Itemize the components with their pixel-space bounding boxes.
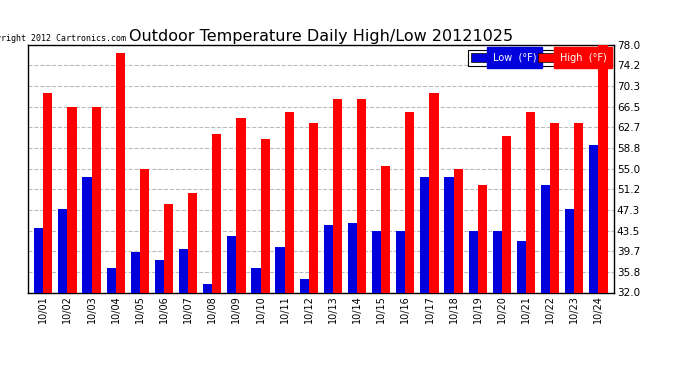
Bar	[140, 169, 149, 375]
Bar	[477, 185, 487, 375]
Bar	[444, 177, 453, 375]
Bar	[565, 209, 574, 375]
Bar	[155, 260, 164, 375]
Bar	[82, 177, 92, 375]
Bar	[333, 99, 342, 375]
Bar	[381, 166, 391, 375]
Bar	[574, 123, 584, 375]
Bar	[285, 112, 294, 375]
Bar	[309, 123, 318, 375]
Bar	[43, 93, 52, 375]
Bar	[58, 209, 68, 375]
Text: Copyright 2012 Cartronics.com: Copyright 2012 Cartronics.com	[0, 33, 126, 42]
Bar	[429, 93, 439, 375]
Bar	[251, 268, 261, 375]
Bar	[188, 193, 197, 375]
Bar	[396, 231, 405, 375]
Bar	[502, 136, 511, 375]
Bar	[106, 268, 116, 375]
Bar	[179, 249, 188, 375]
Bar	[357, 99, 366, 375]
Title: Outdoor Temperature Daily High/Low 20121025: Outdoor Temperature Daily High/Low 20121…	[129, 29, 513, 44]
Bar	[526, 112, 535, 375]
Bar	[405, 112, 415, 375]
Bar	[164, 204, 173, 375]
Bar	[550, 123, 560, 375]
Legend: Low  (°F), High  (°F): Low (°F), High (°F)	[469, 50, 609, 66]
Bar	[493, 231, 502, 375]
Bar	[541, 185, 550, 375]
Bar	[92, 107, 101, 375]
Bar	[469, 231, 477, 375]
Bar	[517, 242, 526, 375]
Bar	[261, 139, 270, 375]
Bar	[237, 118, 246, 375]
Bar	[420, 177, 429, 375]
Bar	[227, 236, 237, 375]
Bar	[275, 247, 285, 375]
Bar	[213, 134, 221, 375]
Bar	[203, 284, 213, 375]
Bar	[34, 228, 43, 375]
Bar	[453, 169, 463, 375]
Bar	[348, 222, 357, 375]
Bar	[130, 252, 140, 375]
Bar	[299, 279, 309, 375]
Bar	[324, 225, 333, 375]
Bar	[589, 144, 598, 375]
Bar	[598, 45, 608, 375]
Bar	[116, 53, 125, 375]
Bar	[68, 107, 77, 375]
Bar	[372, 231, 381, 375]
